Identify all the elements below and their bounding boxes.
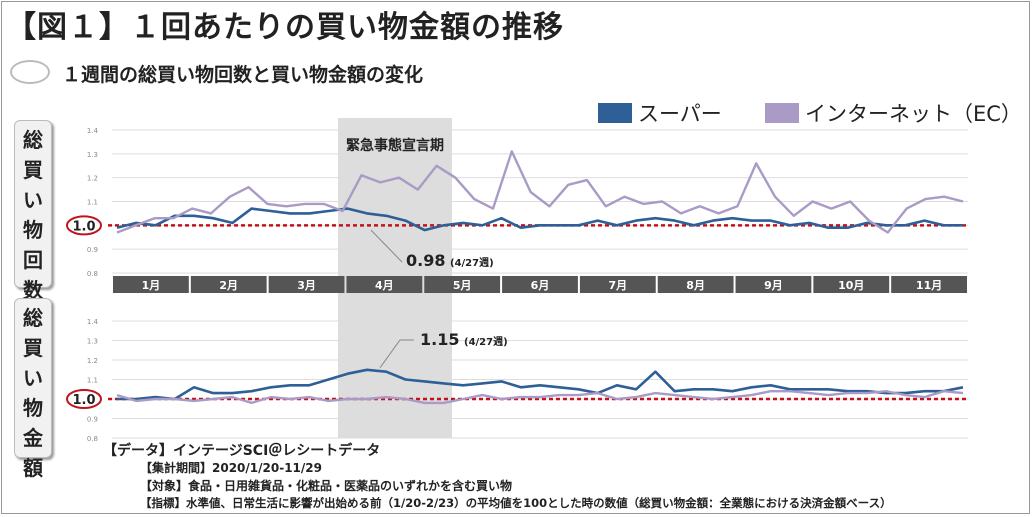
baseline-label: 1.0: [72, 219, 95, 234]
month-cell: [579, 276, 656, 293]
series-line-supermarket: [116, 207, 963, 232]
legend-swatch-internet: [765, 103, 799, 123]
month-label: 10月: [838, 279, 864, 292]
baseline-marker: [66, 215, 102, 236]
side-label-count-char: い: [23, 188, 43, 212]
month-cell: [346, 276, 423, 293]
annotation-note: (4/27週): [450, 257, 494, 269]
month-cell: [268, 276, 345, 293]
page-title: 【図１】１回あたりの買い物金額の推移: [6, 10, 564, 45]
month-label: 3月: [297, 279, 316, 292]
baseline-marker: [66, 389, 102, 409]
month-label: 7月: [608, 279, 627, 292]
month-cell: [190, 276, 267, 293]
y-tick-label: 1.4: [87, 127, 99, 135]
side-label-count-char: 回: [23, 248, 43, 272]
side-label-amount-char: い: [23, 366, 43, 390]
month-label: 8月: [686, 279, 705, 292]
side-label-amount-char: 物: [23, 396, 43, 420]
side-label-count: 総買い物回数: [14, 120, 52, 302]
subtitle-bullet-icon: [10, 60, 50, 84]
annotation-value: 0.98: [406, 251, 445, 270]
y-tick-label: 1.3: [87, 151, 98, 159]
month-label: 9月: [764, 279, 783, 292]
month-cell: [502, 276, 578, 293]
legend-internet: インターネット（EC）: [765, 98, 1022, 128]
month-label: 4月: [375, 279, 394, 292]
annotation-value: 1.15: [420, 330, 459, 349]
y-tick-label: 0.8: [87, 270, 98, 278]
month-cell: [657, 276, 734, 293]
month-label: 2月: [219, 279, 238, 292]
annotation-leader: [379, 339, 414, 369]
month-label: 6月: [531, 279, 550, 292]
baseline-label: 1.0: [72, 393, 95, 408]
y-tick-label: 0.8: [87, 435, 98, 443]
annotation-note: (4/27週): [464, 336, 508, 348]
side-label-count-char: 総: [23, 128, 43, 152]
month-cell: [113, 276, 189, 293]
side-label-count-char: 買: [23, 158, 43, 182]
series-line-supermarket: [117, 368, 964, 401]
series-line-internet: [116, 390, 964, 405]
month-label: 11月: [916, 279, 942, 292]
y-tick-label: 1.4: [87, 318, 99, 326]
month-cell: [735, 276, 812, 293]
note-data-source: 【データ】インテージSCI＠レシートデータ: [103, 443, 381, 459]
y-tick-label: 1.2: [87, 357, 98, 365]
series-line-internet: [116, 150, 964, 234]
y-tick-label: 0.9: [87, 246, 98, 254]
side-label-amount-char: 額: [23, 456, 43, 480]
side-label-amount: 総買い物金額: [14, 298, 52, 480]
emergency-period-label: 緊急事態宣言期: [346, 137, 444, 154]
side-label-amount-char: 総: [23, 306, 43, 330]
month-cell: [424, 276, 501, 293]
side-label-amount-char: 買: [23, 336, 43, 360]
y-tick-label: 0.9: [87, 416, 98, 424]
note-index: 【指標】水準値、日常生活に影響が出始める前（1/20-2/23）の平均値を100…: [140, 496, 892, 510]
legend-label-supermarket: スーパー: [638, 102, 722, 126]
note-period: 【集計期間】2020/1/20-11/29: [140, 461, 322, 475]
legend-label-internet: インターネット（EC）: [805, 102, 1022, 126]
month-cell: [813, 276, 890, 293]
month-label: 5月: [453, 279, 472, 292]
y-tick-label: 1.1: [87, 199, 98, 207]
side-label-count-char: 物: [23, 218, 43, 242]
month-label: 1月: [142, 279, 161, 292]
note-target: 【対象】食品・日用雑貨品・化粧品・医薬品のいずれかを含む買い物: [140, 479, 513, 493]
side-label-amount-char: 金: [23, 426, 43, 450]
y-tick-label: 1.2: [87, 175, 98, 183]
legend-supermarket: スーパー: [598, 98, 722, 128]
y-tick-label: 1.3: [87, 338, 98, 346]
annotation-leader: [370, 229, 403, 263]
legend-swatch-supermarket: [598, 103, 632, 123]
month-cell: [891, 276, 967, 293]
y-tick-label: 1.1: [87, 377, 98, 385]
chart-subtitle: １週間の総買い物回数と買い物金額の変化: [62, 64, 424, 86]
side-label-count-char: 数: [23, 278, 43, 302]
